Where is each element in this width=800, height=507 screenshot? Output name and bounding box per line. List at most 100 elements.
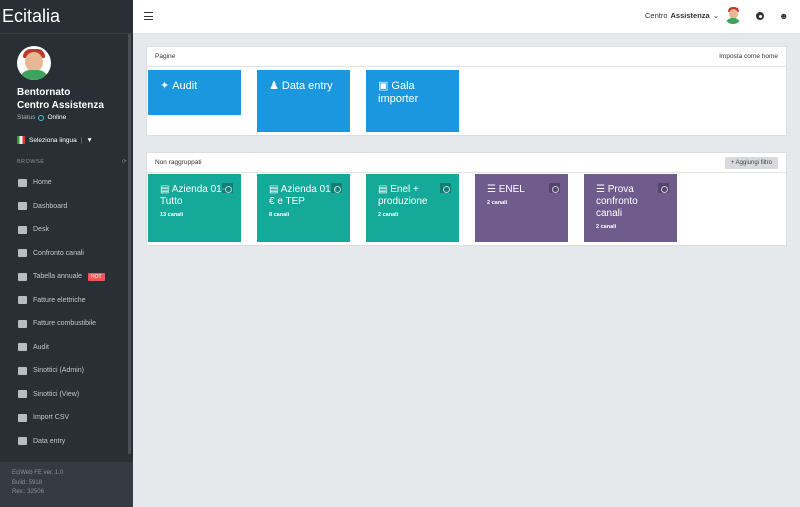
- money-icon: ▣: [378, 80, 389, 92]
- rev-text: Rev.: 32506: [12, 489, 44, 495]
- gear-icon[interactable]: [756, 12, 764, 20]
- tile-label: Enel + produzione: [378, 184, 428, 207]
- avatar[interactable]: [724, 6, 742, 24]
- flag-icon: [17, 136, 25, 144]
- pencil-icon: [18, 437, 27, 446]
- brand-logo[interactable]: Ecitalia: [0, 0, 133, 34]
- home-icon: [18, 178, 27, 187]
- group-tile-enel-produzione[interactable]: ▤ Enel + produzione 2 canali: [366, 174, 459, 242]
- user-name: Centro Assistenza: [17, 100, 104, 111]
- sidebar-footer: EciWeb FE ver. 1.0 Build: 5918 Rev.: 325…: [0, 462, 133, 507]
- page-tile-gala-importer[interactable]: ▣ Gala importer: [366, 70, 459, 132]
- chevron-down-icon: ⌄: [712, 11, 719, 20]
- list-icon: ☰: [596, 184, 608, 195]
- sidebar-item-sinottici-admin[interactable]: Sinottici (Admin): [0, 359, 133, 383]
- groups-panel: Non raggruppati + Aggiungi filtro: [146, 152, 787, 246]
- sidebar-scrollbar[interactable]: [128, 34, 131, 454]
- sidebar-menu: Home Dashboard Desk Confronto canali Tab…: [0, 171, 133, 453]
- sidebar-item-sinottici-view[interactable]: Sinottici (View): [0, 383, 133, 407]
- upload-icon: [18, 413, 27, 422]
- users-icon[interactable]: ☻: [779, 11, 789, 21]
- user-prefix: Centro: [645, 11, 668, 20]
- invoice-icon: [18, 319, 27, 328]
- bar-chart-icon: ▤: [378, 184, 391, 195]
- panel-header: Non raggruppati + Aggiungi filtro: [147, 153, 786, 173]
- gear-icon[interactable]: [440, 183, 451, 193]
- compare-icon: [18, 249, 27, 258]
- status-label: Status: [17, 114, 36, 121]
- tile-channel-count: 2 canali: [487, 200, 508, 206]
- sidebar-item-home[interactable]: Home: [0, 171, 133, 195]
- puzzle-icon: [18, 343, 27, 352]
- tile-label: Azienda 01 - € e TEP: [269, 184, 337, 207]
- avatar: [17, 46, 51, 80]
- sidebar-item-label: Tabella annuale: [33, 273, 83, 281]
- chevron-down-icon: ▼: [86, 136, 93, 144]
- tile-channel-count: 8 canali: [269, 212, 290, 218]
- tile-label: Azienda 01-Tutto: [160, 184, 226, 207]
- gear-icon[interactable]: [658, 183, 669, 193]
- sidebar-item-dashboard[interactable]: Dashboard: [0, 195, 133, 219]
- language-label: Seleziona lingua: [29, 136, 77, 144]
- gear-icon[interactable]: [222, 183, 233, 193]
- refresh-icon[interactable]: ⟳: [121, 159, 127, 165]
- table-icon: [18, 272, 27, 281]
- tile-label: Prova confronto canali: [596, 184, 638, 219]
- status-value: Online: [47, 114, 67, 121]
- browse-section-header: BROWSE ⟳: [17, 159, 127, 165]
- tile-channel-count: 2 canali: [378, 212, 399, 218]
- sidebar-item-tabella-annuale[interactable]: Tabella annuale HOT: [0, 265, 133, 289]
- add-filter-button[interactable]: + Aggiungi filtro: [724, 156, 778, 169]
- sidebar-item-label: Audit: [33, 343, 49, 351]
- panel-title: Non raggruppati: [155, 159, 202, 166]
- panel-title: Pagine: [155, 53, 176, 60]
- hamburger-menu-icon[interactable]: [144, 12, 153, 20]
- group-tile-azienda-01-tutto[interactable]: ▤ Azienda 01-Tutto 13 canali: [148, 174, 241, 242]
- dashboard-icon: [18, 202, 27, 211]
- bar-chart-icon: ▤: [269, 184, 281, 195]
- bar-chart-icon: ▤: [160, 184, 172, 195]
- sidebar-item-label: Sinottici (Admin): [33, 367, 84, 375]
- user-name-top: Assistenza: [670, 11, 710, 20]
- sidebar-item-fatture-combustibile[interactable]: Fatture combustibile: [0, 312, 133, 336]
- image-icon: [18, 390, 27, 399]
- sidebar-item-audit[interactable]: Audit: [0, 336, 133, 360]
- group-tile-azienda-01-eur-tep[interactable]: ▤ Azienda 01 - € e TEP 8 canali: [257, 174, 350, 242]
- sidebar-item-desk[interactable]: Desk: [0, 218, 133, 242]
- page-tile-data-entry[interactable]: ♟ Data entry: [257, 70, 350, 132]
- hot-badge: HOT: [88, 272, 105, 281]
- sidebar-item-label: Fatture elettriche: [33, 296, 86, 304]
- tile-channel-count: 2 canali: [596, 224, 617, 230]
- language-selector[interactable]: Seleziona lingua | ▼: [17, 136, 133, 144]
- sidebar-item-label: Desk: [33, 226, 49, 234]
- group-tile-enel[interactable]: ☰ ENEL 2 canali: [475, 174, 568, 242]
- sidebar-item-label: Import CSV: [33, 414, 70, 422]
- image-icon: [18, 366, 27, 375]
- set-home-link[interactable]: Imposta come home: [719, 53, 778, 60]
- invoice-icon: [18, 296, 27, 305]
- user-menu[interactable]: Centro Assistenza ⌄: [645, 11, 719, 20]
- status-row: Status Online: [17, 114, 133, 121]
- list-icon: ☰: [487, 184, 499, 195]
- tile-channel-count: 13 canali: [160, 212, 184, 218]
- tile-label: Audit: [172, 80, 198, 92]
- desktop-icon: [18, 225, 27, 234]
- tile-label: Data entry: [281, 80, 333, 92]
- gear-icon[interactable]: [549, 183, 560, 193]
- sidebar-item-confronto-canali[interactable]: Confronto canali: [0, 242, 133, 266]
- browse-label: BROWSE: [17, 159, 45, 165]
- group-tile-prova-confronto-canali[interactable]: ☰ Prova confronto canali 2 canali: [584, 174, 677, 242]
- tile-label: ENEL: [498, 184, 525, 195]
- status-dot-icon: [38, 114, 45, 121]
- page-tile-audit[interactable]: ✦ Audit: [148, 70, 241, 115]
- sidebar-item-fatture-elettriche[interactable]: Fatture elettriche: [0, 289, 133, 313]
- welcome-text: Bentornato: [17, 87, 71, 98]
- build-text: Build: 5918: [12, 479, 43, 486]
- pages-panel: Pagine Imposta come home ✦ Audit ♟ Data en…: [146, 46, 787, 136]
- sidebar-item-data-entry[interactable]: Data entry: [0, 430, 133, 454]
- sidebar-item-import-csv[interactable]: Import CSV: [0, 406, 133, 430]
- gear-icon[interactable]: [331, 183, 342, 193]
- profile: Bentornato Centro Assistenza Status Onli…: [0, 34, 133, 121]
- topbar: Centro Assistenza ⌄ ☻: [133, 0, 800, 34]
- puzzle-icon: ✦: [160, 80, 170, 92]
